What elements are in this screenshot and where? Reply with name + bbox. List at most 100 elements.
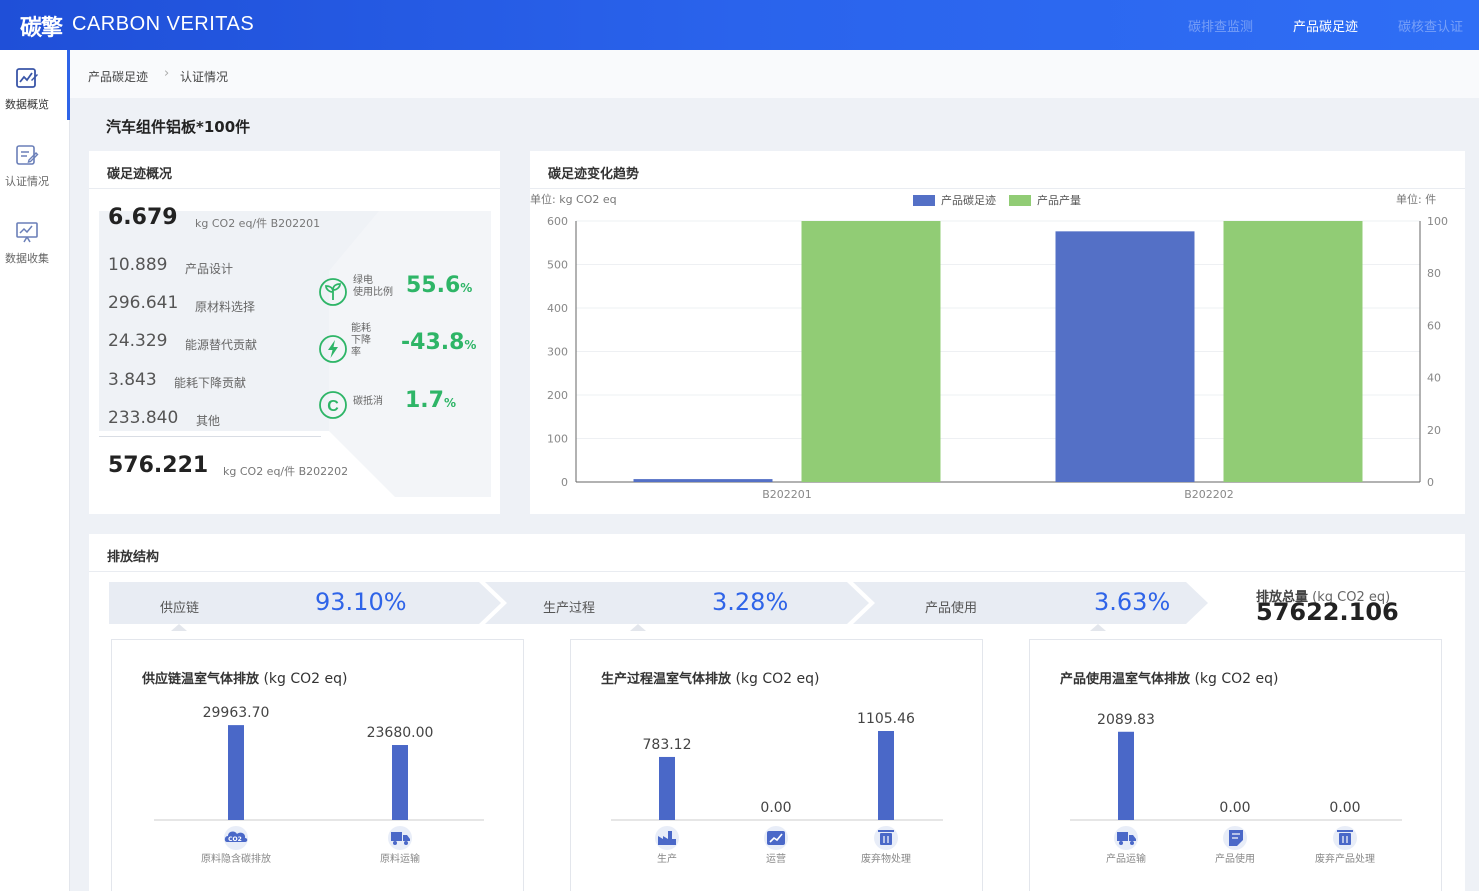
y-tick-right: 20 [1427, 424, 1441, 437]
svg-text:C: C [327, 398, 339, 415]
sprout-icon [319, 278, 347, 306]
product-use-icon [1229, 830, 1243, 846]
y-tick-right: 40 [1427, 372, 1441, 385]
topnav-carbon-verify[interactable]: 碳核查认证 [1398, 20, 1464, 35]
icon-shape [769, 833, 783, 843]
icon-shape [393, 841, 397, 845]
y-tick-right: 60 [1427, 319, 1441, 332]
bar [1118, 731, 1134, 820]
contribution-value: 10.889 [108, 255, 168, 275]
product-use-bar-chart: 2089.83 产品运输 0.00 产品使用 0.00 废弃产品处理 [1070, 712, 1402, 865]
carbon-c-icon: C [319, 391, 347, 419]
contribution-label: 能源替代贡献 [185, 338, 258, 352]
y-tick-left: 500 [547, 259, 568, 272]
emission-structure-card: 排放结构 供应链 93.10% 生产过程 3.28% 产品使用 3.63% 排放… [89, 534, 1465, 891]
bottom-footprint-unit: kg CO2 eq/件 B202202 [223, 465, 349, 478]
icon-shape [1129, 835, 1136, 841]
overview-card-title: 碳足迹概况 [107, 167, 173, 182]
y-tick-left: 300 [547, 346, 568, 359]
breadcrumb-item-certification: 认证情况 [180, 70, 229, 84]
bar-value-label: 2089.83 [1097, 712, 1155, 728]
logo-cn: 碳擎 [20, 16, 63, 41]
kpi-carbon-offset-value: 1.7% [405, 388, 457, 413]
y-tick-right: 80 [1427, 267, 1441, 280]
kpi-carbon-offset-label: 碳抵消 [353, 396, 383, 407]
supply-chain-bar-chart: 29963.70 CO2 原料隐含碳排放 23680.00 原料运输 [154, 705, 484, 865]
trash-icon [1337, 830, 1353, 845]
card-divider [530, 188, 1465, 189]
x-category-label: 产品运输 [1106, 852, 1146, 865]
card-divider [89, 571, 1465, 572]
x-category-label: 原料隐含碳排放 [201, 852, 271, 865]
contribution-label: 能耗下降贡献 [174, 376, 247, 390]
trend-card-title: 碳足迹变化趋势 [548, 167, 640, 182]
chart-edit-icon [16, 68, 38, 88]
panel-title: 供应链温室气体排放 (kg CO2 eq) [142, 671, 348, 687]
y-tick-left: 200 [547, 389, 568, 402]
breadcrumb-item-product-footprint[interactable]: 产品碳足迹 [88, 70, 149, 84]
top-footprint-value: 6.679 [108, 205, 178, 230]
flow-product-use-label: 产品使用 [925, 601, 978, 616]
icon-shape [1119, 841, 1123, 845]
bar [392, 745, 408, 820]
certificate-edit-icon [16, 145, 39, 165]
bar [659, 756, 675, 820]
icon-shape [391, 832, 402, 841]
y-tick-left: 0 [561, 476, 568, 489]
presentation-chart-icon [16, 222, 38, 243]
card-divider [89, 188, 500, 189]
truck-icon [1117, 832, 1136, 845]
icon-shape [1339, 833, 1351, 845]
contribution-divider [99, 436, 321, 437]
icon-shape [403, 835, 410, 841]
contribution-label: 产品设计 [185, 262, 234, 276]
trash-icon [878, 830, 894, 845]
sidebar-item-certification[interactable]: 认证情况 [0, 127, 70, 197]
icon-shape [224, 831, 248, 842]
flow-supply-chain-pct: 93.10% [315, 588, 407, 616]
bar-value-label: 23680.00 [367, 725, 434, 741]
topnav-product-footprint[interactable]: 产品碳足迹 [1293, 20, 1359, 35]
y-tick-left: 100 [547, 433, 568, 446]
bar-value-label: 0.00 [1329, 800, 1360, 816]
icon-shape [767, 831, 785, 845]
flow-supply-chain-label: 供应链 [160, 601, 200, 616]
legend-label: 产品产量 [1037, 193, 1081, 207]
x-category-label: 废弃产品处理 [1315, 852, 1375, 865]
bar [1223, 221, 1363, 482]
kpi-energy-reduction-label: 能耗 下降率 [351, 323, 371, 358]
contribution-value: 233.840 [108, 408, 179, 428]
bar-value-label: 1105.46 [857, 711, 915, 727]
x-category-label: 原料运输 [380, 852, 420, 865]
left-axis-unit: 单位: kg CO2 eq [530, 192, 617, 206]
sidebar-item-label: 数据概览 [5, 98, 49, 111]
lightning-icon [319, 335, 347, 363]
y-tick-left: 400 [547, 302, 568, 315]
icon-shape [404, 841, 408, 845]
topnav-carbon-monitor[interactable]: 碳排查监测 [1188, 20, 1254, 35]
icon-shape [878, 830, 894, 832]
x-category-label: 运营 [766, 852, 786, 865]
flow-production-pct: 3.28% [712, 588, 789, 616]
panel-title: 产品使用温室气体排放 (kg CO2 eq) [1060, 671, 1279, 687]
x-category-label: 产品使用 [1215, 852, 1255, 865]
y-tick-left: 600 [547, 215, 568, 228]
emission-flow-arrows [109, 582, 1208, 631]
contribution-value: 24.329 [108, 331, 168, 351]
supply-chain-panel: 供应链温室气体排放 (kg CO2 eq) 29963.70 CO2 原料隐含碳排放… [111, 639, 524, 891]
truck-icon [391, 832, 410, 845]
flow-product-use-pct: 3.63% [1094, 588, 1171, 616]
emission-structure-title: 排放结构 [107, 550, 160, 565]
contribution-label: 原材料选择 [195, 300, 256, 314]
bar-value-label: 29963.70 [203, 705, 270, 721]
page-title: 汽车组件铝板*100件 [106, 118, 251, 136]
y-tick-right: 0 [1427, 476, 1434, 489]
contribution-value: 3.843 [108, 370, 157, 390]
sidebar-item-data-overview[interactable]: 数据概览 [0, 50, 70, 120]
bar [1055, 231, 1195, 482]
x-tick-label: B202202 [1184, 488, 1234, 501]
sidebar-item-label: 认证情况 [5, 175, 49, 188]
right-axis-unit: 单位: 件 [1396, 192, 1436, 206]
sidebar-item-data-collection[interactable]: 数据收集 [0, 204, 70, 274]
